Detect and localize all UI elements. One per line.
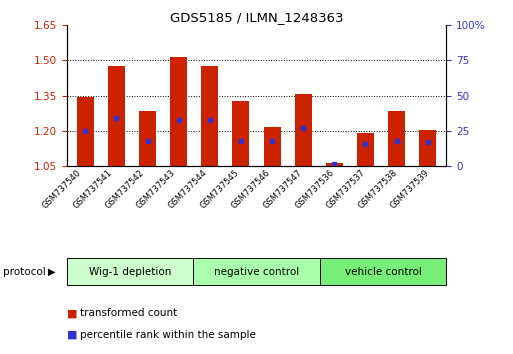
Text: GSM737547: GSM737547: [262, 168, 304, 211]
Bar: [108, 66, 125, 166]
Text: GSM737545: GSM737545: [199, 168, 241, 211]
Text: ■: ■: [67, 308, 77, 318]
Text: GSM737539: GSM737539: [388, 168, 430, 211]
FancyBboxPatch shape: [320, 258, 446, 285]
Text: negative control: negative control: [214, 267, 299, 277]
Text: vehicle control: vehicle control: [345, 267, 422, 277]
Bar: [77, 97, 94, 166]
Text: GSM737540: GSM737540: [40, 168, 83, 211]
Text: GSM737536: GSM737536: [293, 168, 336, 211]
Bar: [170, 57, 187, 166]
Text: transformed count: transformed count: [80, 308, 177, 318]
Text: GSM737542: GSM737542: [104, 168, 146, 211]
Text: GSM737537: GSM737537: [325, 168, 367, 211]
Text: GSM737543: GSM737543: [135, 168, 177, 211]
Text: GSM737546: GSM737546: [230, 168, 272, 211]
Text: GSM737541: GSM737541: [72, 168, 114, 211]
Text: GSM737544: GSM737544: [167, 168, 209, 211]
Bar: [264, 127, 281, 166]
FancyBboxPatch shape: [67, 258, 193, 285]
Bar: [357, 133, 374, 166]
Bar: [232, 102, 249, 166]
Bar: [201, 66, 219, 166]
Bar: [388, 111, 405, 166]
Text: percentile rank within the sample: percentile rank within the sample: [80, 330, 255, 339]
Text: ▶: ▶: [48, 267, 55, 277]
Bar: [419, 130, 436, 166]
Text: protocol: protocol: [3, 267, 45, 277]
Text: Wig-1 depletion: Wig-1 depletion: [89, 267, 171, 277]
Text: GDS5185 / ILMN_1248363: GDS5185 / ILMN_1248363: [170, 11, 343, 24]
Bar: [139, 111, 156, 166]
Text: ■: ■: [67, 330, 77, 339]
Bar: [326, 163, 343, 166]
FancyBboxPatch shape: [193, 258, 320, 285]
Text: GSM737538: GSM737538: [357, 168, 399, 211]
Bar: [294, 95, 312, 166]
